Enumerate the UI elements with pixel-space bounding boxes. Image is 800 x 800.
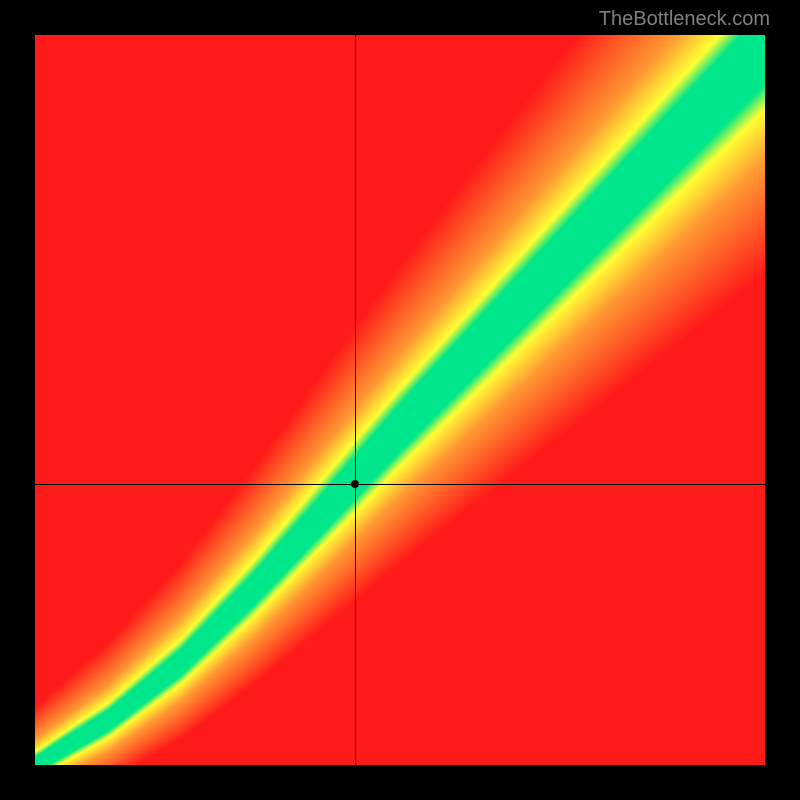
heatmap-canvas [35,35,765,765]
crosshair-marker [351,480,359,488]
heatmap-plot [35,35,765,765]
crosshair-horizontal [35,484,765,485]
watermark-text: TheBottleneck.com [599,8,770,31]
crosshair-vertical [355,35,356,765]
